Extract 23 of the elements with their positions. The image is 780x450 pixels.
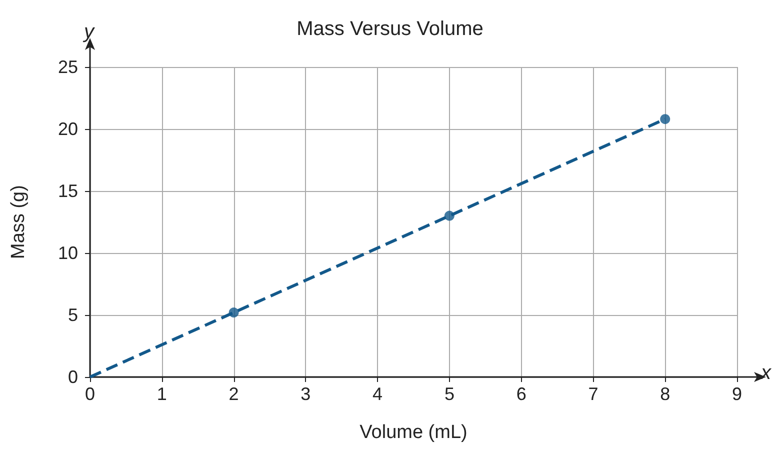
x-tick-label: 4 [372, 384, 383, 404]
x-tick-label: 9 [732, 384, 742, 404]
y-axis-title: Mass (g) [8, 185, 29, 259]
x-tick-label: 5 [444, 384, 454, 404]
point [660, 114, 670, 124]
y-tick-label: 20 [58, 119, 78, 139]
y-tick-label: 15 [58, 181, 78, 201]
x-tick-label: 6 [516, 384, 526, 404]
point [444, 210, 454, 221]
x-tick-label: 3 [300, 384, 311, 404]
x-tick-label: 8 [660, 384, 670, 404]
x-tick-label: 2 [228, 384, 239, 404]
point [228, 308, 239, 318]
y-tick-label: 0 [68, 367, 78, 387]
y-tick-label: 10 [58, 243, 78, 263]
y-tick-label: 5 [68, 305, 78, 325]
x-axis-title: Volume (mL) [360, 422, 468, 443]
text: y [82, 21, 95, 43]
x-tick-label: 1 [156, 384, 167, 404]
chart-title: Mass Versus Volume [296, 18, 484, 40]
x-tick-label: 7 [588, 384, 598, 404]
y-tick-label: 25 [58, 57, 78, 77]
x-tick-label: 0 [84, 384, 96, 404]
